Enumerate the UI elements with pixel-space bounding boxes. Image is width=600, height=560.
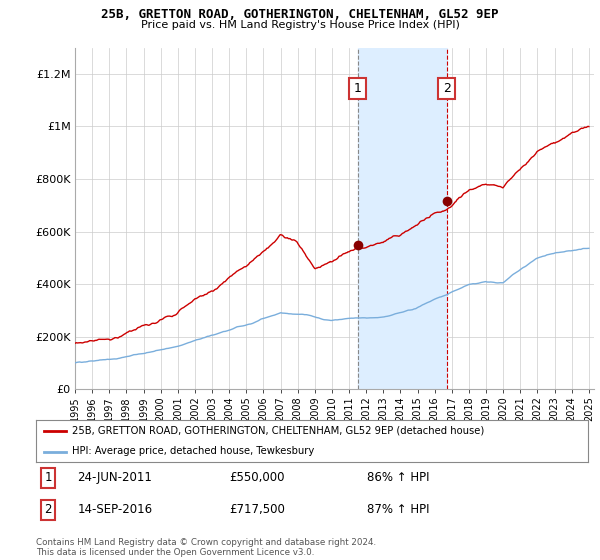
Text: 25B, GRETTON ROAD, GOTHERINGTON, CHELTENHAM, GL52 9EP: 25B, GRETTON ROAD, GOTHERINGTON, CHELTEN… [101, 8, 499, 21]
Text: 2: 2 [44, 503, 52, 516]
Text: 14-SEP-2016: 14-SEP-2016 [77, 503, 152, 516]
Text: 1: 1 [44, 471, 52, 484]
Text: 24-JUN-2011: 24-JUN-2011 [77, 471, 152, 484]
Text: HPI: Average price, detached house, Tewkesbury: HPI: Average price, detached house, Tewk… [72, 446, 314, 456]
Text: 86% ↑ HPI: 86% ↑ HPI [367, 471, 430, 484]
Text: £717,500: £717,500 [229, 503, 285, 516]
Bar [358, 48, 446, 389]
Text: Contains HM Land Registry data © Crown copyright and database right 2024.
This d: Contains HM Land Registry data © Crown c… [36, 538, 376, 557]
Text: 87% ↑ HPI: 87% ↑ HPI [367, 503, 430, 516]
Text: 2: 2 [443, 82, 451, 95]
Text: 1: 1 [353, 82, 362, 95]
Text: Price paid vs. HM Land Registry's House Price Index (HPI): Price paid vs. HM Land Registry's House … [140, 20, 460, 30]
Text: 25B, GRETTON ROAD, GOTHERINGTON, CHELTENHAM, GL52 9EP (detached house): 25B, GRETTON ROAD, GOTHERINGTON, CHELTEN… [72, 426, 484, 436]
Text: £550,000: £550,000 [229, 471, 285, 484]
